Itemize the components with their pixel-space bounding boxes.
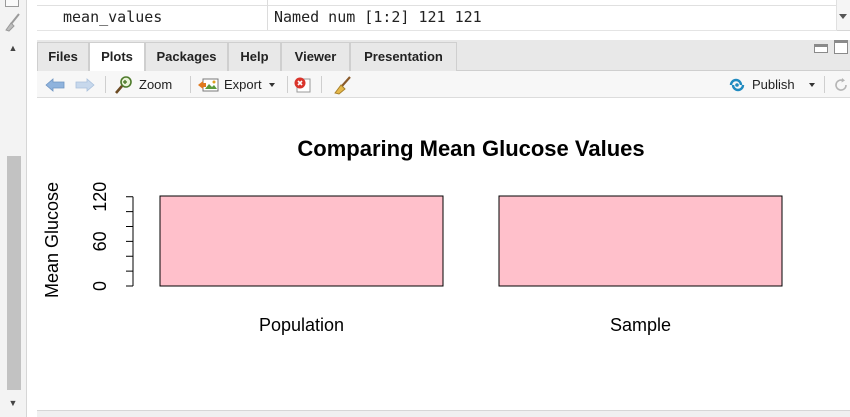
tab-presentation[interactable]: Presentation bbox=[350, 42, 457, 71]
clear-plots-button[interactable] bbox=[333, 71, 353, 98]
broom-icon[interactable] bbox=[4, 12, 22, 32]
scroll-down-arrow-icon[interactable]: ▼ bbox=[8, 398, 18, 408]
maximize-pane-icon[interactable] bbox=[834, 40, 848, 54]
pane-icon bbox=[5, 0, 19, 7]
publish-button[interactable]: Publish bbox=[727, 71, 815, 98]
variable-name: mean_values bbox=[63, 8, 163, 26]
zoom-label: Zoom bbox=[139, 77, 173, 92]
arrow-right-icon bbox=[75, 77, 95, 92]
export-label: Export bbox=[224, 77, 262, 92]
forward-button[interactable] bbox=[75, 71, 95, 98]
magnifier-icon bbox=[115, 75, 132, 94]
plot-viewer: Comparing Mean Glucose Values Mean Gluco… bbox=[37, 98, 850, 410]
toolbar-separator bbox=[824, 76, 825, 93]
remove-plot-button[interactable] bbox=[293, 71, 311, 98]
environment-row[interactable]: mean_values Named num [1:2] 121 121 bbox=[37, 5, 837, 31]
y-tick-label: 0 bbox=[90, 281, 110, 291]
variable-value: Named num [1:2] 121 121 bbox=[274, 8, 482, 26]
y-tick-label: 120 bbox=[90, 182, 110, 212]
column-divider bbox=[267, 0, 268, 30]
chevron-down-icon bbox=[808, 82, 815, 87]
scroll-up-arrow-icon[interactable]: ▲ bbox=[8, 43, 18, 53]
tab-plots[interactable]: Plots bbox=[89, 42, 145, 72]
bar-sample bbox=[498, 195, 783, 287]
arrow-left-icon bbox=[45, 77, 65, 92]
plots-toolbar: Zoom Export Publish bbox=[37, 71, 850, 98]
back-button[interactable] bbox=[45, 71, 65, 98]
scrollbar-thumb[interactable] bbox=[7, 156, 21, 390]
y-tick-label: 60 bbox=[90, 231, 110, 251]
y-axis-label: Mean Glucose bbox=[42, 182, 62, 298]
export-button[interactable]: Export bbox=[197, 71, 275, 98]
tab-packages[interactable]: Packages bbox=[145, 42, 228, 71]
tab-viewer[interactable]: Viewer bbox=[281, 42, 350, 71]
refresh-button[interactable] bbox=[833, 71, 849, 98]
tab-help[interactable]: Help bbox=[228, 42, 281, 71]
x-tick-labels: Population Sample bbox=[259, 315, 671, 335]
chevron-down-icon bbox=[268, 82, 275, 87]
tab-files[interactable]: Files bbox=[37, 42, 89, 71]
toolbar-separator bbox=[321, 76, 322, 93]
chart-title: Comparing Mean Glucose Values bbox=[297, 136, 644, 161]
publish-icon bbox=[729, 78, 745, 91]
pane-bottom-border bbox=[37, 410, 850, 417]
x-tick-label-sample: Sample bbox=[610, 315, 671, 335]
toolbar-separator bbox=[287, 76, 288, 93]
publish-label: Publish bbox=[752, 77, 795, 92]
environment-table: mean_values Named num [1:2] 121 121 bbox=[37, 0, 850, 31]
y-axis: 0 60 120 bbox=[90, 182, 134, 291]
remove-plot-icon bbox=[294, 77, 311, 92]
environment-row-partial bbox=[37, 0, 837, 6]
minimize-pane-icon[interactable] bbox=[814, 44, 828, 53]
bar-chart: Comparing Mean Glucose Values Mean Gluco… bbox=[42, 136, 783, 335]
x-tick-label-population: Population bbox=[259, 315, 344, 335]
left-scroll-strip: ▲ ▼ bbox=[0, 0, 27, 417]
broom-icon bbox=[334, 75, 351, 95]
bar-population bbox=[159, 195, 444, 287]
environment-scrollbar[interactable] bbox=[836, 0, 850, 30]
refresh-icon bbox=[835, 77, 847, 91]
bars bbox=[159, 195, 783, 287]
toolbar-separator bbox=[190, 76, 191, 93]
zoom-button[interactable]: Zoom bbox=[114, 71, 172, 98]
toolbar-separator bbox=[105, 76, 106, 93]
scroll-down-icon[interactable] bbox=[839, 14, 847, 19]
pane-tab-bar: Files Plots Packages Help Viewer Present… bbox=[37, 40, 850, 72]
export-image-icon bbox=[198, 78, 219, 91]
